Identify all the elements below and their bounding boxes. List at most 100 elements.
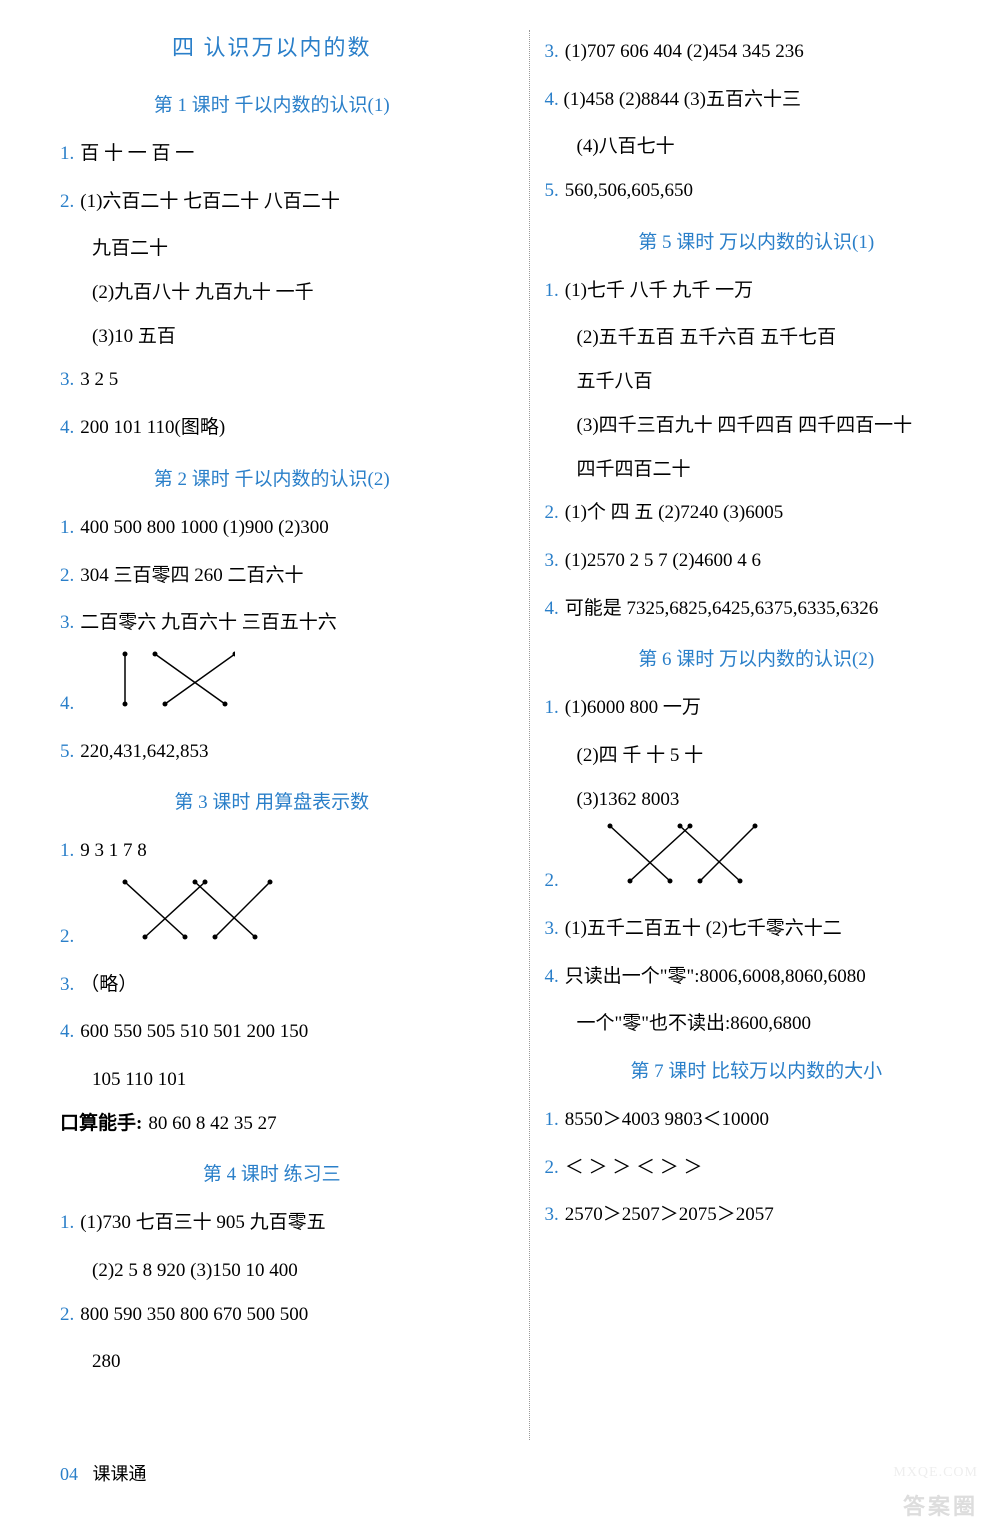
item-number: 2. <box>545 870 559 891</box>
answer-item: 2. <box>60 877 484 959</box>
item-number: 2. <box>60 565 74 586</box>
item-number: 1. <box>545 1109 559 1130</box>
item-number: 1. <box>60 840 74 861</box>
match-diagram <box>85 693 235 714</box>
answer-text: (1)五千二百五十 (2)七千零六十二 <box>565 918 842 939</box>
answer-text: 百 十 一 百 一 <box>80 143 194 164</box>
answer-text: ＜ ＞ ＞ ＜ ＞ ＞ <box>565 1157 703 1178</box>
watermark-text: 答案圈 <box>903 1489 978 1521</box>
answer-text: 400 500 800 1000 (1)900 (2)300 <box>80 517 329 538</box>
answer-item: 3. (1)五千二百五十 (2)七千零六十二 <box>545 907 969 951</box>
answer-text: (1)707 606 404 (2)454 345 236 <box>565 41 804 62</box>
answer-item: 5. 220,431,642,853 <box>60 730 484 774</box>
crossing-lines-icon <box>600 821 760 886</box>
crossing-lines-icon <box>115 649 235 709</box>
left-column: 四 认识万以内的数 第 1 课时 千以内数的认识(1) 1.百 十 一 百 一 … <box>60 30 499 1440</box>
answer-item: 1. 9 3 1 7 8 <box>60 829 484 873</box>
answer-text: 200 101 110(图略) <box>80 417 225 438</box>
crossing-lines-icon <box>115 877 275 942</box>
answer-subline: 九百二十 <box>60 227 484 271</box>
lesson2-title: 第 2 课时 千以内数的认识(2) <box>60 464 484 491</box>
answer-item: 4. 只读出一个"零":8006,6008,8060,6080 <box>545 955 969 999</box>
answer-text: (1)6000 800 一万 <box>565 697 701 718</box>
answer-text: (1)2570 2 5 7 (2)4600 4 6 <box>565 550 761 571</box>
right-column: 3. (1)707 606 404 (2)454 345 236 4. (1)45… <box>529 30 969 1440</box>
answer-subline: (3)四千三百九十 四千四百 四千四百一十 <box>545 404 969 448</box>
item-number: 4. <box>545 966 559 987</box>
page-footer: 04 课课通 <box>60 1460 147 1486</box>
lesson7-title: 第 7 课时 比较万以内数的大小 <box>545 1056 969 1083</box>
answer-item: 3.（略） <box>60 963 484 1007</box>
item-number: 3. <box>545 41 559 62</box>
answer-item: 4. 200 101 110(图略) <box>60 406 484 450</box>
item-number: 5. <box>60 741 74 762</box>
answer-item: 5.560,506,605,650 <box>545 169 969 213</box>
lesson5-title: 第 5 课时 万以内数的认识(1) <box>545 227 969 254</box>
item-number: 2. <box>60 1304 74 1325</box>
answer-text: 800 590 350 800 670 500 500 <box>80 1304 308 1325</box>
answer-item: 口算能手: 80 60 8 42 35 27 <box>60 1102 484 1146</box>
answer-subline: 一个"零"也不读出:8600,6800 <box>545 1002 969 1046</box>
item-number: 4. <box>60 417 74 438</box>
answer-item: 3.3 2 5 <box>60 358 484 402</box>
answer-subline: (3)1362 8003 <box>545 778 969 822</box>
answer-text: 560,506,605,650 <box>565 180 693 201</box>
item-number: 3. <box>545 918 559 939</box>
answer-item: 4.600 550 505 510 501 200 150 <box>60 1010 484 1054</box>
answer-item: 1. (1)七千 八千 九千 一万 <box>545 269 969 313</box>
item-number: 3. <box>545 1204 559 1225</box>
answer-text: 二百零六 九百六十 三百五十六 <box>80 612 337 633</box>
kousuan-label: 口算能手: <box>60 1113 142 1134</box>
item-number: 2. <box>545 1157 559 1178</box>
answer-item: 1. (1)6000 800 一万 <box>545 686 969 730</box>
answer-item: 4. (1)458 (2)8844 (3)五百六十三 <box>545 78 969 122</box>
answer-subline: (3)10 五百 <box>60 315 484 359</box>
answer-subline: (4)八百七十 <box>545 125 969 169</box>
answer-item: 3. (1)2570 2 5 7 (2)4600 4 6 <box>545 539 969 583</box>
lesson1-title: 第 1 课时 千以内数的认识(1) <box>60 90 484 117</box>
answer-text: 9 3 1 7 8 <box>80 840 147 861</box>
answer-item: 4. 可能是 7325,6825,6425,6375,6335,6326 <box>545 587 969 631</box>
match-diagram <box>570 870 760 891</box>
answer-subline: (2)五千五百 五千六百 五千七百 <box>545 316 969 360</box>
answer-text: 只读出一个"零":8006,6008,8060,6080 <box>565 966 866 987</box>
lesson6-title: 第 6 课时 万以内数的认识(2) <box>545 644 969 671</box>
item-number: 3. <box>60 369 74 390</box>
answer-text: 80 60 8 42 35 27 <box>148 1113 276 1134</box>
match-diagram <box>85 926 275 947</box>
answer-text: 304 三百零四 260 二百六十 <box>80 565 303 586</box>
item-number: 4. <box>545 89 559 110</box>
answer-item: 2. 304 三百零四 260 二百六十 <box>60 554 484 598</box>
answer-text: (1)七千 八千 九千 一万 <box>565 280 753 301</box>
item-number: 2. <box>60 926 74 947</box>
item-number: 1. <box>545 697 559 718</box>
answer-subline: (2)四 千 十 5 十 <box>545 734 969 778</box>
answer-item: 2. ＜ ＞ ＞ ＜ ＞ ＞ <box>545 1146 969 1190</box>
page-number: 04 <box>60 1464 78 1484</box>
lesson3-title: 第 3 课时 用算盘表示数 <box>60 787 484 814</box>
answer-item: 4. <box>60 649 484 726</box>
answer-text: (1)458 (2)8844 (3)五百六十三 <box>564 89 801 110</box>
item-number: 2. <box>545 502 559 523</box>
item-number: 2. <box>60 191 74 212</box>
footer-label: 课课通 <box>93 1464 147 1484</box>
answer-subline: 105 110 101 <box>60 1058 484 1102</box>
item-number: 3. <box>545 550 559 571</box>
answer-item: 1.400 500 800 1000 (1)900 (2)300 <box>60 506 484 550</box>
item-number: 3. <box>60 974 74 995</box>
item-number: 1. <box>60 1212 74 1233</box>
answer-text: (1)个 四 五 (2)7240 (3)6005 <box>565 502 783 523</box>
answer-item: 3.2570＞2507＞2075＞2057 <box>545 1193 969 1237</box>
item-number: 4. <box>60 693 74 714</box>
answer-text: 8550＞4003 9803＜10000 <box>565 1109 769 1130</box>
item-number: 4. <box>545 598 559 619</box>
answer-item: 2. (1)个 四 五 (2)7240 (3)6005 <box>545 491 969 535</box>
answer-subline: (2)九百八十 九百九十 一千 <box>60 271 484 315</box>
answer-text: 220,431,642,853 <box>80 741 208 762</box>
answer-item: 3. (1)707 606 404 (2)454 345 236 <box>545 30 969 74</box>
item-number: 3. <box>60 612 74 633</box>
item-number: 1. <box>60 143 74 164</box>
answer-item: 3. 二百零六 九百六十 三百五十六 <box>60 601 484 645</box>
item-number: 1. <box>545 280 559 301</box>
answer-text: 可能是 7325,6825,6425,6375,6335,6326 <box>565 598 879 619</box>
